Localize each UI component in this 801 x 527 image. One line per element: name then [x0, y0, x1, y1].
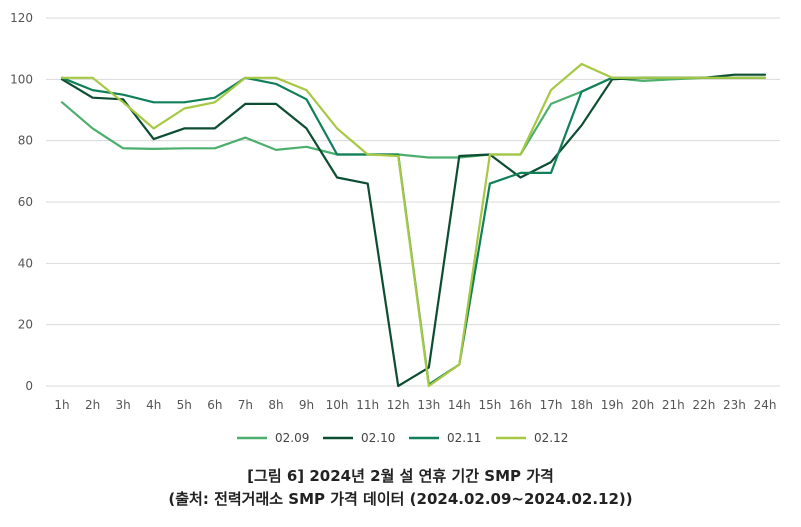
- x-tick-label: 14h: [448, 398, 471, 412]
- x-tick-label: 6h: [207, 398, 222, 412]
- x-tick-label: 18h: [570, 398, 593, 412]
- x-tick-label: 1h: [54, 398, 69, 412]
- legend-label: 02.11: [447, 431, 481, 445]
- series-line-02.11: [60, 76, 767, 386]
- x-tick-label: 4h: [146, 398, 161, 412]
- y-axis-ticks: 0 20 40 60 80 100 120: [10, 11, 33, 393]
- y-tick-label: 100: [10, 72, 33, 86]
- y-tick-label: 40: [18, 256, 33, 270]
- series-lines: [60, 62, 767, 388]
- x-tick-label: 24h: [754, 398, 777, 412]
- x-tick-label: 12h: [387, 398, 410, 412]
- figure-caption-source: (출처: 전력거래소 SMP 가격 데이터 (2024.02.09~2024.0…: [168, 490, 633, 508]
- figure-caption-title: [그림 6] 2024년 2월 설 연휴 기간 SMP 가격: [247, 467, 554, 485]
- x-axis-ticks: 1h 2h 3h 4h 5h 6h 7h 8h 9h 10h 11h 12h 13h 14h 15h 16h 1…: [54, 398, 776, 412]
- series-line-02.09: [60, 76, 767, 159]
- x-tick-label: 15h: [478, 398, 501, 412]
- x-tick-label: 23h: [723, 398, 746, 412]
- x-tick-label: 8h: [268, 398, 283, 412]
- x-tick-label: 16h: [509, 398, 532, 412]
- legend-label: 02.12: [534, 431, 568, 445]
- x-tick-label: 21h: [662, 398, 685, 412]
- y-tick-label: 80: [18, 134, 33, 148]
- x-tick-label: 19h: [601, 398, 624, 412]
- x-tick-label: 5h: [177, 398, 192, 412]
- series-line-02.10: [60, 73, 767, 388]
- x-tick-label: 17h: [540, 398, 563, 412]
- x-tick-label: 20h: [631, 398, 654, 412]
- x-tick-label: 22h: [692, 398, 715, 412]
- series-line-02.12: [60, 62, 767, 388]
- x-tick-label: 3h: [116, 398, 131, 412]
- legend-label: 02.10: [361, 431, 395, 445]
- y-tick-label: 120: [10, 11, 33, 25]
- y-tick-label: 60: [18, 195, 33, 209]
- x-tick-label: 11h: [356, 398, 379, 412]
- legend-label: 02.09: [275, 431, 309, 445]
- x-tick-label: 2h: [85, 398, 100, 412]
- x-tick-label: 13h: [417, 398, 440, 412]
- x-tick-label: 10h: [326, 398, 349, 412]
- y-tick-label: 20: [18, 318, 33, 332]
- x-tick-label: 9h: [299, 398, 314, 412]
- gridlines: [46, 17, 780, 387]
- y-tick-label: 0: [25, 379, 33, 393]
- x-tick-label: 7h: [238, 398, 253, 412]
- legend: 02.09 02.10 02.11 02.12: [237, 431, 568, 445]
- smp-line-chart: 0 20 40 60 80 100 120 1h 2h 3h 4h 5h 6h 7h 8h 9h 10h 11h…: [10, 11, 780, 445]
